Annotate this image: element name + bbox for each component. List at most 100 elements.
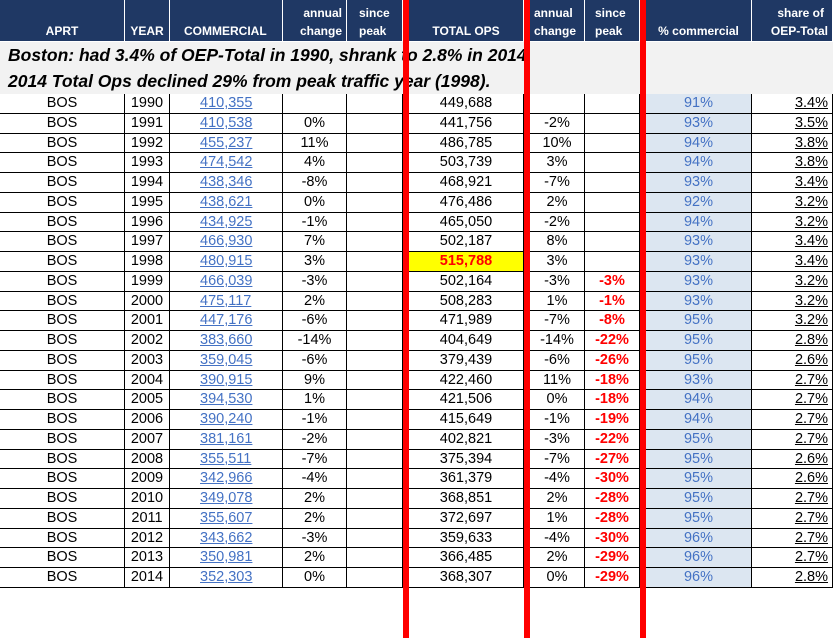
cell-commercial-change[interactable]: -1% <box>283 410 347 430</box>
cell-total-ops[interactable]: 476,486 <box>409 192 524 213</box>
cell-aprt[interactable]: BOS <box>0 489 125 509</box>
cell-commercial-change[interactable]: 2% <box>283 291 347 312</box>
cell-aprt[interactable]: BOS <box>0 568 125 588</box>
cell-year[interactable]: 2010 <box>125 489 170 509</box>
header-aprt[interactable]: APRT <box>0 0 125 41</box>
cell-total-change[interactable]: 3% <box>530 252 585 272</box>
cell-aprt[interactable]: BOS <box>0 350 125 371</box>
cell-share[interactable]: 3.4% <box>752 232 833 252</box>
cell-year[interactable]: 1990 <box>125 94 170 114</box>
cell-total-ops[interactable]: 375,394 <box>409 449 524 470</box>
cell-total-since-peak[interactable]: -26% <box>585 350 640 371</box>
cell-year[interactable]: 1993 <box>125 153 170 173</box>
cell-year[interactable]: 1992 <box>125 133 170 154</box>
cell-pct-commercial[interactable]: 95% <box>646 350 752 371</box>
cell-year[interactable]: 1999 <box>125 271 170 292</box>
cell-commercial[interactable]: 466,930 <box>170 232 283 252</box>
cell-total-since-peak[interactable] <box>585 113 640 134</box>
cell-total-change[interactable]: 2% <box>530 548 585 568</box>
cell-total-since-peak[interactable]: -22% <box>585 429 640 450</box>
cell-total-ops[interactable]: 361,379 <box>409 469 524 489</box>
cell-commercial[interactable]: 359,045 <box>170 350 283 371</box>
cell-pct-commercial[interactable]: 95% <box>646 449 752 470</box>
cell-total-change[interactable]: 0% <box>530 390 585 410</box>
cell-commercial-since-peak[interactable] <box>347 410 403 430</box>
cell-commercial[interactable]: 480,915 <box>170 252 283 272</box>
cell-total-since-peak[interactable]: -3% <box>585 271 640 292</box>
cell-pct-commercial[interactable]: 96% <box>646 548 752 568</box>
cell-total-ops[interactable]: 366,485 <box>409 548 524 568</box>
cell-aprt[interactable]: BOS <box>0 508 125 529</box>
cell-total-ops[interactable]: 486,785 <box>409 133 524 154</box>
cell-pct-commercial[interactable]: 95% <box>646 469 752 489</box>
cell-aprt[interactable]: BOS <box>0 429 125 450</box>
cell-pct-commercial[interactable]: 95% <box>646 429 752 450</box>
cell-pct-commercial[interactable]: 94% <box>646 212 752 233</box>
cell-share[interactable]: 3.8% <box>752 133 833 154</box>
cell-total-ops[interactable]: 515,788 <box>409 252 524 272</box>
cell-total-since-peak[interactable] <box>585 173 640 193</box>
cell-pct-commercial[interactable]: 93% <box>646 232 752 252</box>
cell-commercial-since-peak[interactable] <box>347 133 403 154</box>
cell-commercial[interactable]: 390,240 <box>170 410 283 430</box>
cell-commercial[interactable]: 355,511 <box>170 449 283 470</box>
cell-pct-commercial[interactable]: 95% <box>646 489 752 509</box>
cell-total-since-peak[interactable]: -19% <box>585 410 640 430</box>
cell-total-change[interactable]: -2% <box>530 113 585 134</box>
cell-total-ops[interactable]: 502,187 <box>409 232 524 252</box>
cell-pct-commercial[interactable]: 93% <box>646 113 752 134</box>
cell-commercial[interactable]: 410,355 <box>170 94 283 114</box>
cell-total-change[interactable]: -4% <box>530 469 585 489</box>
cell-year[interactable]: 2013 <box>125 548 170 568</box>
cell-commercial-change[interactable]: -7% <box>283 449 347 470</box>
cell-total-change[interactable]: -3% <box>530 429 585 450</box>
cell-total-since-peak[interactable]: -29% <box>585 568 640 588</box>
cell-commercial-since-peak[interactable] <box>347 331 403 351</box>
cell-aprt[interactable]: BOS <box>0 94 125 114</box>
header-total-ops[interactable]: TOTAL OPS <box>409 0 524 41</box>
header-commercial[interactable]: COMMERCIAL <box>170 0 283 41</box>
cell-pct-commercial[interactable]: 96% <box>646 568 752 588</box>
cell-total-change[interactable]: 11% <box>530 370 585 391</box>
cell-commercial-change[interactable]: 0% <box>283 192 347 213</box>
cell-commercial-since-peak[interactable] <box>347 94 403 114</box>
header-since-peak-2[interactable]: since peak <box>585 0 640 41</box>
cell-aprt[interactable]: BOS <box>0 311 125 331</box>
cell-aprt[interactable]: BOS <box>0 548 125 568</box>
cell-year[interactable]: 2011 <box>125 508 170 529</box>
cell-total-change[interactable]: 1% <box>530 291 585 312</box>
cell-total-since-peak[interactable]: -18% <box>585 390 640 410</box>
cell-total-change[interactable]: 3% <box>530 153 585 173</box>
cell-pct-commercial[interactable]: 93% <box>646 291 752 312</box>
cell-commercial-since-peak[interactable] <box>347 232 403 252</box>
cell-share[interactable]: 3.8% <box>752 153 833 173</box>
cell-aprt[interactable]: BOS <box>0 252 125 272</box>
cell-share[interactable]: 2.6% <box>752 469 833 489</box>
cell-commercial-since-peak[interactable] <box>347 252 403 272</box>
cell-commercial-since-peak[interactable] <box>347 449 403 470</box>
cell-aprt[interactable]: BOS <box>0 232 125 252</box>
cell-commercial-since-peak[interactable] <box>347 311 403 331</box>
cell-total-ops[interactable]: 368,851 <box>409 489 524 509</box>
cell-aprt[interactable]: BOS <box>0 212 125 233</box>
cell-total-since-peak[interactable]: -22% <box>585 331 640 351</box>
cell-pct-commercial[interactable]: 94% <box>646 133 752 154</box>
cell-total-since-peak[interactable]: -30% <box>585 528 640 549</box>
cell-commercial-change[interactable]: 9% <box>283 370 347 391</box>
cell-year[interactable]: 1994 <box>125 173 170 193</box>
cell-aprt[interactable]: BOS <box>0 153 125 173</box>
cell-aprt[interactable]: BOS <box>0 291 125 312</box>
cell-commercial[interactable]: 352,303 <box>170 568 283 588</box>
cell-aprt[interactable]: BOS <box>0 271 125 292</box>
cell-total-since-peak[interactable] <box>585 153 640 173</box>
cell-aprt[interactable]: BOS <box>0 192 125 213</box>
cell-total-since-peak[interactable]: -1% <box>585 291 640 312</box>
cell-commercial-change[interactable]: -6% <box>283 311 347 331</box>
cell-total-ops[interactable]: 468,921 <box>409 173 524 193</box>
cell-pct-commercial[interactable]: 92% <box>646 192 752 213</box>
cell-commercial[interactable]: 438,346 <box>170 173 283 193</box>
cell-commercial-change[interactable]: -14% <box>283 331 347 351</box>
cell-share[interactable]: 3.5% <box>752 113 833 134</box>
cell-total-since-peak[interactable] <box>585 94 640 114</box>
header-pct-commercial[interactable]: % commercial <box>646 0 752 41</box>
